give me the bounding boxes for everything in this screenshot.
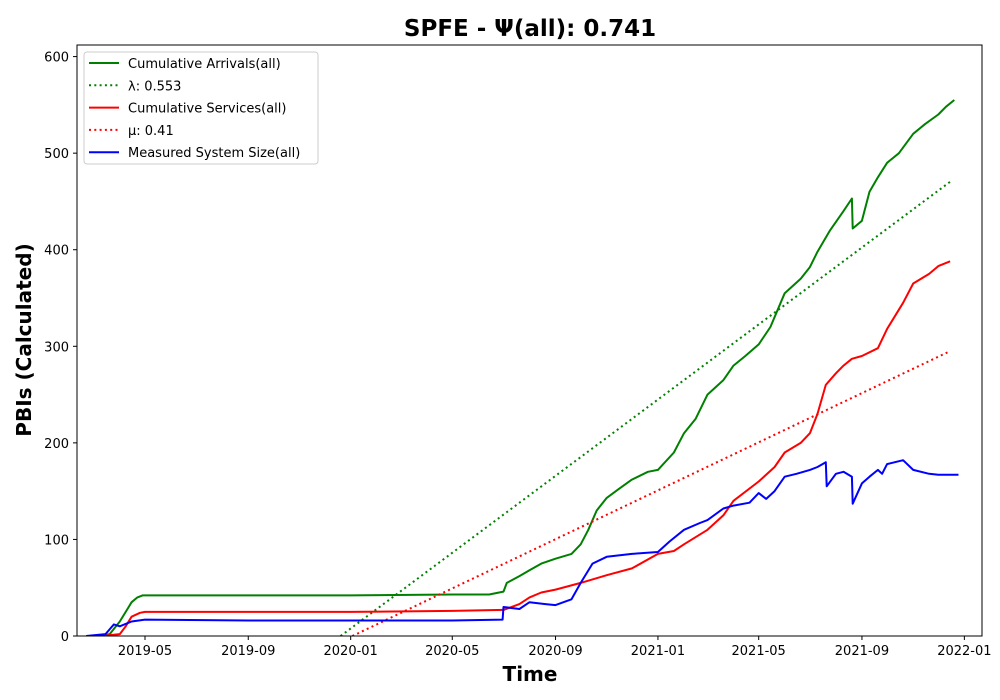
legend-label-4: μ: 0.41 <box>128 124 174 139</box>
y-tick-label: 100 <box>44 533 69 548</box>
series-line-1 <box>101 99 955 636</box>
x-axis-title: Time <box>503 662 558 686</box>
legend-label-3: Cumulative Services(all) <box>128 102 286 117</box>
x-tick-label: 2020-09 <box>528 644 582 659</box>
legend-label-2: λ: 0.553 <box>128 79 181 94</box>
y-tick-label: 0 <box>61 630 69 645</box>
chart-title: SPFE - Ψ(all): 0.741 <box>404 16 656 42</box>
series-line-4 <box>351 350 951 636</box>
x-axis: 2019-05 2019-09 2020-01 2020-05 2020-09 2021-… <box>118 636 992 659</box>
x-tick-label: 2020-01 <box>324 644 378 659</box>
x-tick-label: 2022-01 <box>937 644 991 659</box>
y-tick-label: 300 <box>44 340 69 355</box>
y-tick-label: 400 <box>44 244 69 259</box>
y-tick-label: 500 <box>44 147 69 162</box>
y-tick-label: 600 <box>44 51 69 66</box>
plot-frame <box>76 44 983 637</box>
x-tick-label: 2019-05 <box>118 644 172 659</box>
legend-box <box>83 51 319 165</box>
series-line-3 <box>101 260 951 636</box>
x-tick-label: 2021-05 <box>732 644 786 659</box>
legend-label-1: Cumulative Arrivals(all) <box>128 57 281 72</box>
legend-label-5: Measured System Size(all) <box>128 146 300 161</box>
x-tick-label: 2021-01 <box>631 644 685 659</box>
y-axis: 0 100 200 300 400 500 600 <box>44 51 77 645</box>
x-tick-label: 2019-09 <box>221 644 275 659</box>
series-line-5 <box>86 459 959 636</box>
series-layer <box>86 99 959 636</box>
legend: Cumulative Arrivals(all) λ: 0.553 Cumulati… <box>83 51 319 165</box>
x-tick-label: 2021-09 <box>835 644 889 659</box>
y-axis-title: PBIs (Calculated) <box>12 243 36 436</box>
y-tick-label: 200 <box>44 437 69 452</box>
x-tick-label: 2020-05 <box>425 644 479 659</box>
